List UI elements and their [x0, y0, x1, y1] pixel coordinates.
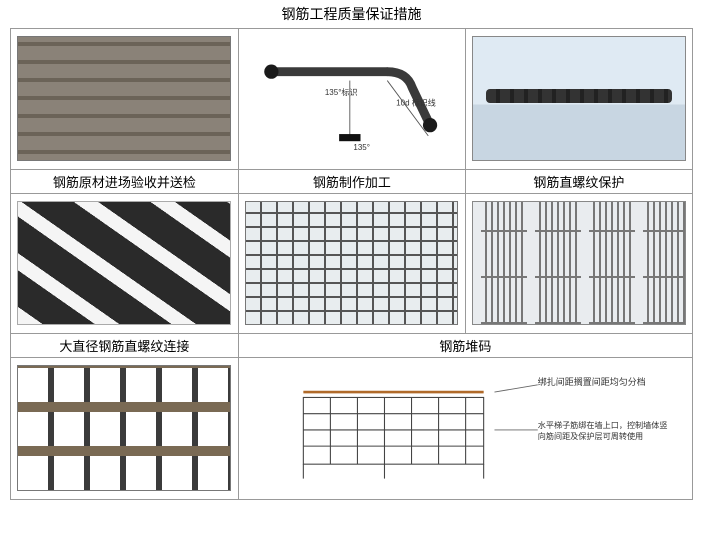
- img-rebar-cage: [238, 193, 465, 333]
- caption-raw-material: 钢筋原材进场验收并送检: [11, 169, 239, 193]
- bend-length-label: 10d 标识线: [396, 98, 436, 108]
- img-splice-on-site: [11, 357, 239, 499]
- img-coupler-splice: [11, 193, 239, 333]
- placeholder-couplers: [17, 201, 231, 325]
- img-bending-diagram: 135°标识 10d 标识线 135°: [238, 29, 465, 170]
- placeholder-stirrups: [472, 201, 685, 325]
- stack-diagram-note2: 向筋间距及保护层可周转使用: [538, 431, 643, 441]
- bend-angle-bottom-label: 135°: [354, 144, 371, 153]
- caption-thread-protection: 钢筋直螺纹保护: [465, 169, 692, 193]
- quality-table: 135°标识 10d 标识线 135° 钢筋原材进场验收并送检 钢筋制作加工 钢…: [10, 28, 693, 500]
- img-raw-material-inspection: [11, 29, 239, 170]
- caption-stacking: 钢筋堆码: [238, 333, 692, 357]
- bend-angle-top-label: 135°标识: [325, 87, 358, 97]
- img-thread-protection: [465, 29, 692, 170]
- stack-diagram-note1: 水平梯子筋绑在墙上口，控制墙体竖: [538, 420, 668, 430]
- caption-coupler-splice: 大直径钢筋直螺纹连接: [11, 333, 239, 357]
- img-stacking-diagram: 绑扎间距搁置间距均匀分档 水平梯子筋绑在墙上口，控制墙体竖 向筋间距及保护层可周…: [238, 357, 692, 499]
- stack-diagram-title: 绑扎间距搁置间距均匀分档: [538, 376, 646, 387]
- page-title: 钢筋工程质量保证措施: [10, 2, 693, 28]
- placeholder-thread-protection: [472, 36, 685, 161]
- placeholder-bending-diagram: 135°标识 10d 标识线 135°: [245, 36, 458, 161]
- img-stirrup-bundles: [465, 193, 692, 333]
- placeholder-stacking-diagram: 绑扎间距搁置间距均匀分档 水平梯子筋绑在墙上口，控制墙体竖 向筋间距及保护层可周…: [250, 365, 681, 491]
- placeholder-cage-mesh: [245, 201, 458, 325]
- placeholder-caliper-on-rebar: [17, 36, 231, 161]
- placeholder-splice-photo: [17, 365, 231, 491]
- caption-fabrication: 钢筋制作加工: [238, 169, 465, 193]
